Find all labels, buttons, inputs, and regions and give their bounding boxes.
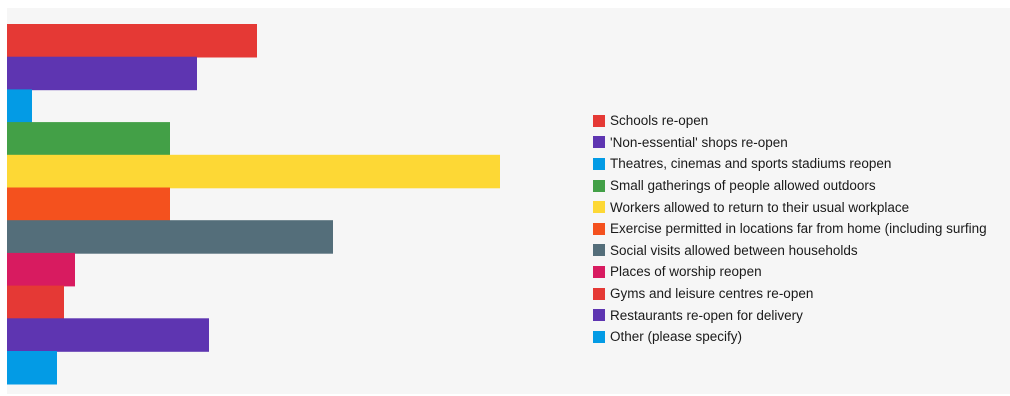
- legend-item[interactable]: Small gatherings of people allowed outdo…: [593, 175, 987, 197]
- legend-item[interactable]: Social visits allowed between households: [593, 240, 987, 262]
- bar-7[interactable]: [7, 220, 333, 254]
- bar-9[interactable]: [7, 285, 64, 320]
- bar-4[interactable]: [7, 122, 170, 156]
- legend-swatch: [593, 309, 605, 322]
- legend-swatch: [593, 330, 605, 343]
- legend-swatch: [593, 179, 605, 192]
- legend-label: 'Non-essential' shops re-open: [610, 134, 788, 150]
- legend-item[interactable]: Gyms and leisure centres re-open: [593, 283, 987, 305]
- bar-3[interactable]: [7, 89, 32, 123]
- legend-item[interactable]: Restaurants re-open for delivery: [593, 304, 987, 326]
- legend-item[interactable]: Schools re-open: [593, 110, 987, 132]
- legend-item[interactable]: Other (please specify): [593, 326, 987, 348]
- legend-swatch: [593, 244, 605, 257]
- legend-item[interactable]: Places of worship reopen: [593, 261, 987, 283]
- legend-label: Social visits allowed between households: [610, 242, 858, 258]
- legend-swatch: [593, 222, 605, 235]
- legend-swatch: [593, 157, 605, 170]
- legend-item[interactable]: Theatres, cinemas and sports stadiums re…: [593, 153, 987, 175]
- bar-chart: [7, 24, 500, 385]
- legend-label: Gyms and leisure centres re-open: [610, 286, 814, 302]
- bar-6[interactable]: [7, 187, 170, 222]
- legend-item[interactable]: Exercise permitted in locations far from…: [593, 218, 987, 240]
- legend-label: Theatres, cinemas and sports stadiums re…: [610, 156, 892, 172]
- legend-label: Workers allowed to return to their usual…: [610, 199, 910, 215]
- legend-label: Places of worship reopen: [610, 264, 762, 280]
- legend-label: Other (please specify): [610, 329, 743, 345]
- bar-8[interactable]: [7, 252, 75, 287]
- bar-2[interactable]: [7, 56, 197, 91]
- legend-swatch: [593, 201, 605, 214]
- legend-swatch: [593, 287, 605, 300]
- legend-item[interactable]: 'Non-essential' shops re-open: [593, 132, 987, 154]
- legend-label: Exercise permitted in locations far from…: [610, 221, 987, 237]
- bar-5[interactable]: [7, 154, 500, 189]
- legend-swatch: [593, 136, 605, 149]
- legend-label: Small gatherings of people allowed outdo…: [610, 178, 876, 194]
- chart-legend: Schools re-open 'Non-essential' shops re-…: [593, 110, 987, 348]
- chart-panel: Schools re-open 'Non-essential' shops re-…: [7, 8, 1010, 394]
- legend-item[interactable]: Workers allowed to return to their usual…: [593, 196, 987, 218]
- bar-1[interactable]: [7, 24, 257, 58]
- legend-label: Restaurants re-open for delivery: [610, 307, 803, 323]
- bar-11[interactable]: [7, 351, 57, 385]
- legend-swatch: [593, 265, 605, 278]
- bar-10[interactable]: [7, 318, 209, 352]
- legend-swatch: [593, 114, 605, 127]
- legend-label: Schools re-open: [610, 113, 709, 129]
